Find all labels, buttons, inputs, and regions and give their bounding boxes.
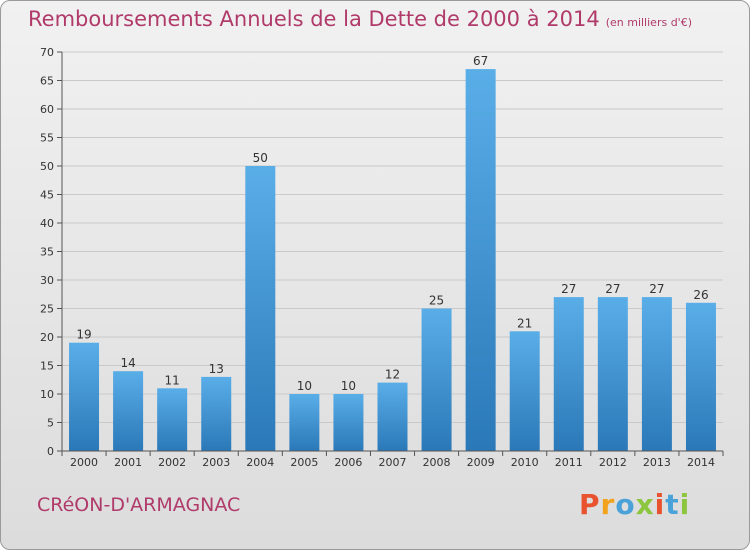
- bar-value-label: 10: [341, 379, 356, 393]
- proxiti-logo[interactable]: Proxiti: [579, 488, 690, 521]
- y-tick-label: 50: [40, 160, 54, 173]
- bar-value-label: 25: [429, 294, 444, 308]
- bar-value-label: 27: [561, 282, 576, 296]
- bar: [333, 394, 364, 451]
- bar: [377, 382, 408, 451]
- chart-title-text: Remboursements Annuels de la Dette de 20…: [28, 7, 600, 31]
- x-tick-label: 2011: [555, 456, 583, 469]
- y-tick-label: 40: [40, 217, 54, 230]
- x-tick-label: 2007: [379, 456, 407, 469]
- bar-value-label: 12: [385, 368, 400, 382]
- commune-name: CRéON-D'ARMAGNAC: [37, 494, 241, 516]
- bar-value-label: 50: [253, 151, 268, 165]
- x-tick-label: 2006: [334, 456, 362, 469]
- bar: [509, 331, 540, 451]
- logo-letter: o: [615, 488, 636, 521]
- bar: [201, 376, 232, 451]
- bar: [641, 297, 672, 451]
- bar-value-label: 27: [605, 282, 620, 296]
- bar: [245, 166, 276, 451]
- bar-value-label: 27: [649, 282, 664, 296]
- y-tick-label: 15: [40, 360, 54, 373]
- y-tick-label: 35: [40, 246, 54, 259]
- x-tick-label: 2002: [158, 456, 186, 469]
- bar: [553, 297, 584, 451]
- logo-letter: x: [635, 488, 655, 521]
- bar-value-label: 13: [209, 362, 224, 376]
- logo-letter: P: [579, 488, 601, 521]
- x-tick-label: 2004: [246, 456, 274, 469]
- bar-value-label: 10: [297, 379, 312, 393]
- y-tick-label: 45: [40, 189, 54, 202]
- bar: [69, 342, 100, 451]
- y-tick-label: 70: [40, 46, 54, 59]
- y-tick-label: 55: [40, 132, 54, 145]
- y-tick-label: 65: [40, 75, 54, 88]
- x-tick-label: 2013: [643, 456, 671, 469]
- y-tick-label: 30: [40, 274, 54, 287]
- x-axis: 2000 2001 2002 2003 2004 2005 2006 2007 2008 2009…: [61, 450, 724, 469]
- bar: [597, 297, 628, 451]
- x-tick-label: 2012: [599, 456, 627, 469]
- chart-title: Remboursements Annuels de la Dette de 20…: [28, 7, 692, 31]
- logo-letter: t: [665, 488, 680, 521]
- y-tick-label: 10: [40, 388, 54, 401]
- y-tick-label: 25: [40, 303, 54, 316]
- bars: 19 14 11 13 50 10 10 12 25 67 21 27 27 27 26: [69, 54, 716, 451]
- y-axis: 0 5 10 15 20 25 30 35 40 45 50 55 60 65 70: [40, 46, 63, 458]
- x-tick-label: 2005: [290, 456, 318, 469]
- bar-value-label: 67: [473, 54, 488, 68]
- y-tick-label: 20: [40, 331, 54, 344]
- chart-unit-note: (en milliers d'€): [605, 16, 692, 29]
- bar: [157, 388, 188, 451]
- x-tick-label: 2014: [687, 456, 715, 469]
- x-tick-label: 2003: [202, 456, 230, 469]
- bar-value-label: 19: [76, 328, 91, 342]
- bar-value-label: 11: [165, 373, 180, 387]
- y-tick-label: 5: [47, 417, 54, 430]
- x-tick-label: 2000: [70, 456, 98, 469]
- bar: [113, 371, 144, 451]
- x-tick-label: 2008: [423, 456, 451, 469]
- bar-value-label: 21: [517, 316, 532, 330]
- y-tick-label: 0: [47, 445, 54, 458]
- logo-letter: i: [679, 488, 691, 521]
- bar-value-label: 26: [693, 288, 708, 302]
- bar: [685, 302, 716, 451]
- bar: [465, 69, 496, 451]
- x-tick-label: 2009: [467, 456, 495, 469]
- bar-value-label: 14: [120, 356, 135, 370]
- bar: [289, 394, 320, 451]
- logo-letter: r: [600, 488, 616, 521]
- bar: [421, 308, 452, 451]
- x-tick-label: 2010: [511, 456, 539, 469]
- logo-letter: i: [654, 488, 666, 521]
- y-tick-label: 60: [40, 103, 54, 116]
- x-tick-label: 2001: [114, 456, 142, 469]
